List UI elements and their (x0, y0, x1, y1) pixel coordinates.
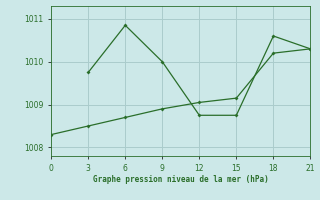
X-axis label: Graphe pression niveau de la mer (hPa): Graphe pression niveau de la mer (hPa) (93, 175, 269, 184)
